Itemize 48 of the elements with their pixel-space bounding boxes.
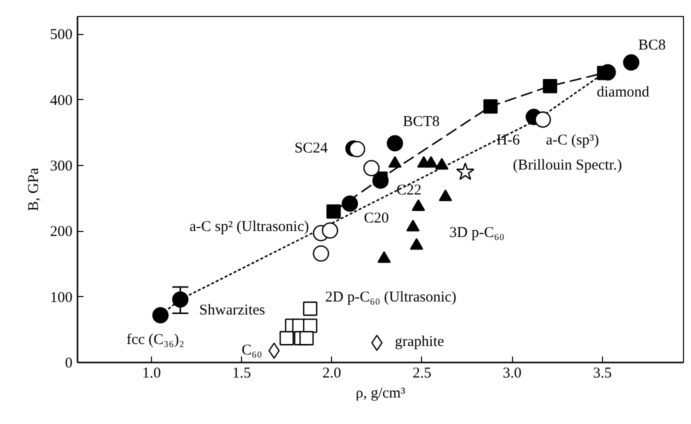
annotation: a-C sp² (Ultrasonic) bbox=[190, 219, 309, 236]
annotation: C22 bbox=[396, 182, 422, 199]
annotation: BCT8 bbox=[402, 114, 440, 130]
point bbox=[342, 195, 358, 212]
x-tick-label: 3.0 bbox=[502, 366, 522, 382]
y-tick-label: 200 bbox=[50, 224, 72, 240]
annotation: 3D p-C₆₀ bbox=[449, 225, 504, 242]
y-tick-label: 500 bbox=[50, 27, 72, 44]
point bbox=[348, 140, 366, 158]
point bbox=[280, 331, 294, 346]
point bbox=[371, 334, 383, 351]
point bbox=[152, 307, 169, 324]
annotation: C₆₀ bbox=[242, 342, 262, 359]
annotation: (Brillouin Spectr.) bbox=[512, 158, 622, 174]
annotation: fcc (C₃₆)₂ bbox=[126, 332, 184, 348]
y-axis-title: B, GPa bbox=[26, 167, 42, 212]
point bbox=[623, 54, 640, 71]
x-tick-label: 2.0 bbox=[322, 366, 342, 382]
point bbox=[542, 78, 558, 94]
annotation: C20 bbox=[364, 210, 389, 227]
annotation: a-C (sp³) bbox=[546, 132, 600, 149]
point bbox=[456, 162, 474, 180]
y-tick-label: 0 bbox=[65, 356, 72, 372]
point bbox=[483, 99, 498, 114]
annotation: H-6 bbox=[496, 132, 520, 148]
annotation: Shwarzites bbox=[199, 302, 266, 318]
point bbox=[303, 318, 318, 333]
annotation: graphite bbox=[394, 334, 444, 350]
x-tick-label: 1.5 bbox=[232, 366, 251, 382]
annotation: 2D p-C₆₀ (Ultrasonic) bbox=[325, 290, 456, 306]
point bbox=[326, 204, 341, 219]
annotation: diamond bbox=[596, 84, 650, 100]
x-tick-label: 3.5 bbox=[592, 366, 612, 382]
point bbox=[303, 302, 318, 316]
point bbox=[172, 291, 188, 308]
annotation: BC8 bbox=[638, 37, 666, 54]
point bbox=[322, 222, 338, 239]
y-tick-label: 100 bbox=[50, 290, 72, 306]
y-tick-label: 300 bbox=[50, 158, 72, 175]
point bbox=[268, 342, 280, 359]
point bbox=[299, 331, 314, 346]
point bbox=[386, 135, 404, 152]
point bbox=[534, 111, 551, 128]
x-axis-title: ρ, g/cm³ bbox=[356, 386, 406, 402]
annotation: SC24 bbox=[294, 140, 328, 156]
y-tick-label: 400 bbox=[50, 92, 72, 109]
x-tick-label: 1.0 bbox=[142, 366, 161, 382]
x-tick-label: 2.5 bbox=[412, 366, 432, 382]
